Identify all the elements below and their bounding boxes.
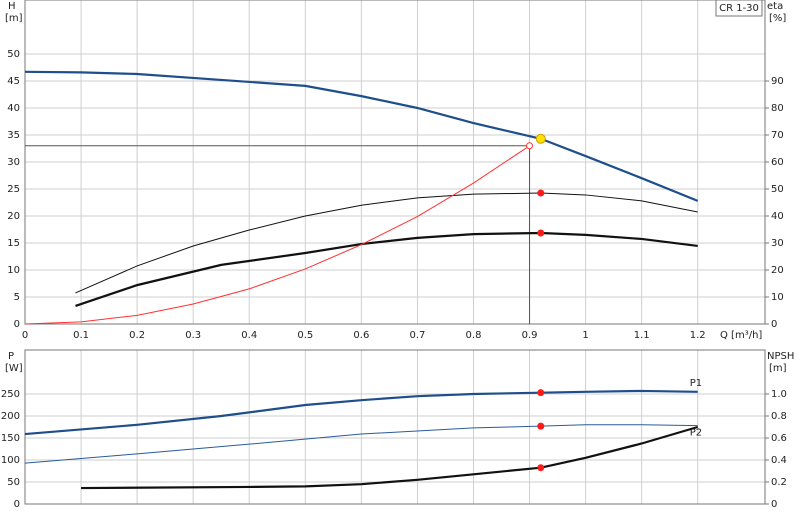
- y-tick-label: 50: [7, 49, 20, 60]
- y-tick-label: 100: [1, 455, 20, 466]
- y-tick-label: 0: [14, 319, 20, 330]
- x-tick-label: 1: [582, 330, 588, 341]
- y-label: H: [8, 1, 16, 12]
- y-tick-label: 45: [7, 76, 20, 87]
- y2-tick-label: 0.4: [771, 455, 787, 466]
- title-box: [715, 0, 763, 17]
- x-tick-label: 0.9: [522, 330, 538, 341]
- plot-frame: [24, 0, 766, 325]
- y2-tick-label: 0.8: [771, 411, 787, 422]
- y2-tick-label: 60: [771, 157, 784, 168]
- y2-tick-label: 0: [771, 319, 777, 330]
- y-tick-label: 15: [7, 238, 20, 249]
- y2-tick-label: 70: [771, 130, 784, 141]
- x-tick-label: 1.1: [634, 330, 650, 341]
- y-tick-label: 250: [1, 389, 20, 400]
- y2-tick-label: 0.2: [771, 477, 787, 488]
- y2-tick-label: 20: [771, 265, 784, 276]
- y-tick-label: 5: [14, 292, 20, 303]
- operating-point: [537, 464, 545, 472]
- y2-label: NPSH: [767, 351, 794, 362]
- y-tick-label: 10: [7, 265, 20, 276]
- plot-frame: [24, 349, 766, 505]
- operating-point: [537, 389, 545, 397]
- series-line: [81, 425, 699, 490]
- y2-tick-label: 10: [771, 292, 784, 303]
- y-tick-label: 25: [7, 184, 20, 195]
- series-line: [75, 231, 698, 307]
- x-label: Q [m³/h]: [720, 330, 762, 341]
- y2-tick-label: 0: [771, 499, 777, 510]
- series-line: [24, 424, 698, 464]
- y-tick-label: 20: [7, 211, 20, 222]
- series-line: [24, 70, 699, 202]
- y-tick-label: 30: [7, 157, 20, 168]
- y-tick-label: 0: [14, 499, 20, 510]
- x-tick-label: 0.1: [73, 330, 89, 341]
- x-tick-label: 1.2: [690, 330, 706, 341]
- x-tick-label: 0.8: [466, 330, 482, 341]
- y2-unit: [%]: [769, 13, 786, 24]
- y2-tick-label: 80: [771, 103, 784, 114]
- x-tick-label: 0.5: [297, 330, 313, 341]
- y-tick-label: 200: [1, 411, 20, 422]
- x-tick-label: 0.6: [353, 330, 369, 341]
- series-line: [75, 192, 698, 294]
- y2-tick-label: 0.6: [771, 433, 787, 444]
- x-tick-label: 0.7: [409, 330, 425, 341]
- series-line: [24, 145, 530, 325]
- y-unit: [W]: [5, 363, 23, 374]
- x-tick-label: 0.4: [241, 330, 257, 341]
- y2-label: eta: [767, 1, 783, 12]
- y-label: P: [8, 351, 14, 362]
- y2-tick-label: 90: [771, 76, 784, 87]
- y2-tick-label: 40: [771, 211, 784, 222]
- chart-title: CR 1-30: [719, 3, 759, 14]
- series-label: P2: [690, 428, 702, 439]
- y-tick-label: 150: [1, 433, 20, 444]
- operating-point: [537, 229, 545, 237]
- y-tick-label: 40: [7, 103, 20, 114]
- y2-unit: [m]: [769, 363, 787, 374]
- y-tick-label: 35: [7, 130, 20, 141]
- x-tick-label: 0.2: [129, 330, 145, 341]
- operating-point: [537, 422, 545, 430]
- y-tick-label: 50: [7, 477, 20, 488]
- y-unit: [m]: [5, 13, 23, 24]
- y2-tick-label: 50: [771, 184, 784, 195]
- y2-tick-label: 30: [771, 238, 784, 249]
- operating-point: [535, 133, 546, 144]
- series-line: [24, 389, 698, 436]
- operating-point: [537, 189, 545, 197]
- x-tick-label: 0.3: [185, 330, 201, 341]
- duty-point: [526, 142, 534, 150]
- y2-tick-label: 1.0: [771, 389, 787, 400]
- series-label: P1: [690, 378, 702, 389]
- x-tick-label: 0: [22, 330, 28, 341]
